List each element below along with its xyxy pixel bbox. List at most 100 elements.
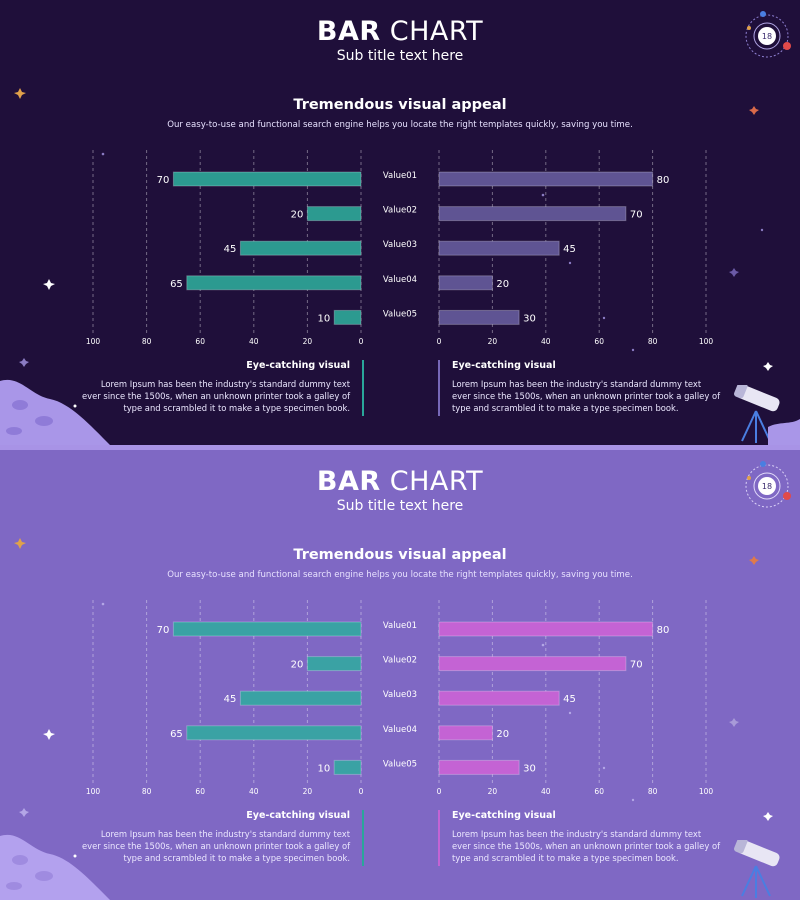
note-title: Eye-catching visual	[452, 810, 556, 821]
category-label: Value05	[383, 309, 417, 319]
bar-right	[438, 309, 520, 325]
title-rest: CHART	[380, 16, 484, 47]
x-tick-label-right: 100	[699, 337, 714, 346]
data-label-right: 20	[496, 729, 509, 740]
star-icon	[43, 279, 55, 290]
bar-chart: 100 80 60 40 20 0 0 20 40 60 80 100 70 80 Value01 20 70 V…	[86, 150, 714, 346]
data-label-left: 70	[157, 175, 170, 186]
bar-left	[306, 656, 362, 672]
x-tick-label-left: 100	[86, 787, 101, 796]
x-tick-label-left: 60	[195, 787, 205, 796]
category-label: Value02	[383, 656, 417, 666]
note-left: Eye-catching visual Lorem Ipsum has been…	[82, 810, 364, 866]
bar-right	[438, 621, 654, 637]
data-label-left: 45	[224, 244, 237, 255]
bar-right	[438, 656, 627, 672]
star-icon	[14, 88, 26, 99]
slide-title: BAR CHART	[0, 16, 800, 47]
star-icon	[749, 556, 759, 565]
x-tick-label-right: 0	[437, 337, 442, 346]
bar-left	[306, 206, 362, 222]
star-icon	[749, 106, 759, 115]
star-icon	[14, 538, 26, 549]
moon-surface-illustration	[0, 379, 110, 445]
x-tick-label-right: 40	[541, 787, 551, 796]
data-label-right: 30	[523, 763, 536, 774]
bar-left	[186, 275, 362, 291]
telescope-icon	[734, 385, 800, 445]
data-label-left: 65	[170, 279, 183, 290]
data-label-right: 70	[630, 210, 643, 221]
x-tick-label-left: 0	[359, 787, 364, 796]
data-label-right: 20	[496, 279, 509, 290]
data-label-left: 10	[317, 763, 330, 774]
bar-right	[438, 725, 493, 741]
bar-left	[239, 690, 362, 706]
note-title: Eye-catching visual	[246, 360, 350, 371]
title-bold: BAR	[316, 466, 381, 497]
data-label-left: 70	[157, 625, 170, 636]
bar-left	[333, 309, 362, 325]
section-heading: Tremendous visual appeal	[293, 97, 507, 113]
x-tick-label-left: 20	[303, 337, 313, 346]
x-tick-label-left: 40	[249, 337, 259, 346]
star-icon	[19, 808, 29, 817]
data-label-left: 20	[291, 210, 304, 221]
star-field	[14, 538, 773, 858]
bar-left	[186, 725, 362, 741]
section-description: Our easy-to-use and functional search en…	[167, 120, 633, 130]
x-tick-label-right: 80	[648, 337, 658, 346]
bar-right	[438, 206, 627, 222]
telescope-icon	[734, 840, 780, 898]
data-label-right: 30	[523, 313, 536, 324]
bar-left	[239, 240, 362, 256]
bar-left	[172, 171, 362, 187]
data-label-left: 10	[317, 313, 330, 324]
note-left: Eye-catching visual Lorem Ipsum has been…	[82, 360, 364, 416]
data-label-right: 70	[630, 660, 643, 671]
planet-orbit-badge-icon: 18	[745, 461, 791, 508]
bar-left	[333, 759, 362, 775]
note-accent-bar	[438, 810, 440, 866]
star-icon	[729, 718, 739, 727]
note-text: Lorem Ipsum has been the industry's stan…	[452, 379, 721, 413]
x-tick-label-left: 60	[195, 337, 205, 346]
x-tick-label-left: 80	[142, 787, 152, 796]
category-label: Value05	[383, 759, 417, 769]
x-tick-label-left: 80	[142, 337, 152, 346]
note-right: Eye-catching visual Lorem Ipsum has been…	[438, 360, 721, 416]
slide-subtitle: Sub title text here	[336, 498, 464, 514]
star-icon	[763, 362, 773, 371]
x-tick-label-left: 40	[249, 787, 259, 796]
title-bold: BAR	[316, 16, 381, 47]
title-rest: CHART	[380, 466, 484, 497]
data-label-right: 80	[657, 175, 670, 186]
star-icon	[43, 729, 55, 740]
note-title: Eye-catching visual	[452, 360, 556, 371]
category-label: Value01	[383, 171, 417, 181]
note-text: Lorem Ipsum has been the industry's stan…	[82, 829, 351, 863]
category-label: Value04	[383, 275, 417, 285]
data-label-right: 80	[657, 625, 670, 636]
x-tick-label-left: 20	[303, 787, 313, 796]
category-label: Value03	[383, 240, 417, 250]
x-tick-label-right: 40	[541, 337, 551, 346]
note-text: Lorem Ipsum has been the industry's stan…	[82, 379, 351, 413]
x-tick-label-right: 80	[648, 787, 658, 796]
data-label-left: 65	[170, 729, 183, 740]
x-tick-label-right: 60	[594, 337, 604, 346]
slide-title: BAR CHART	[0, 466, 800, 497]
star-field	[14, 88, 773, 408]
note-accent-bar	[362, 360, 364, 416]
slide-light: BAR CHART Sub title text here Tremendous…	[0, 450, 800, 900]
planet-orbit-badge-icon: 18	[745, 11, 791, 58]
moon-surface-illustration	[0, 834, 110, 900]
x-tick-label-right: 60	[594, 787, 604, 796]
star-icon	[763, 812, 773, 821]
bar-chart: 100 80 60 40 20 0 0 20 40 60 80 100 70 80 Value01 20 70 V…	[86, 600, 713, 796]
slide-subtitle: Sub title text here	[336, 48, 464, 64]
note-title: Eye-catching visual	[246, 810, 350, 821]
bar-right	[438, 240, 560, 256]
data-label-left: 45	[224, 694, 237, 705]
badge-number: 18	[762, 482, 772, 491]
